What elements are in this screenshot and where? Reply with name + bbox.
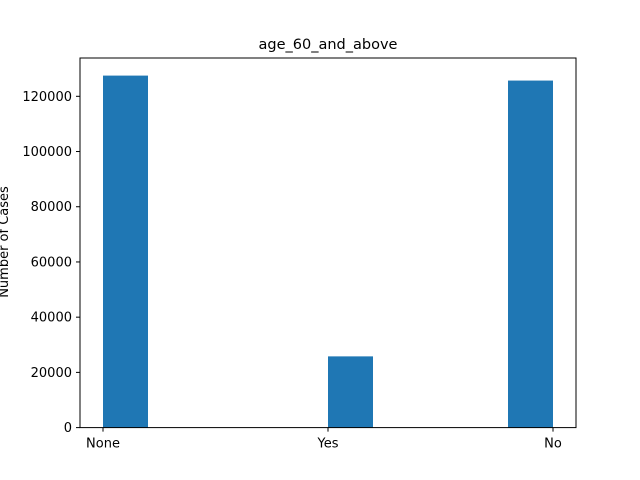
x-tick-label-yes: Yes <box>317 437 339 452</box>
y-tick-label: 40000 <box>31 311 72 326</box>
y-tick-label: 100000 <box>22 145 72 160</box>
y-tick-label: 60000 <box>31 255 72 270</box>
chart-title: age_60_and_above <box>259 37 398 53</box>
x-axis-ticks: None Yes No <box>86 427 562 452</box>
y-axis-ticks: 0 20000 40000 60000 80000 100000 120000 <box>22 90 80 436</box>
bar-none <box>103 75 148 428</box>
y-tick-label: 80000 <box>31 200 72 215</box>
bar-yes <box>328 356 373 428</box>
y-tick-label: 20000 <box>31 366 72 381</box>
plot-area-frame <box>79 57 577 429</box>
y-axis-title: Number of Cases <box>0 186 12 298</box>
y-tick-label: 120000 <box>22 90 72 105</box>
bars-group <box>103 75 553 428</box>
y-tick-label: 0 <box>64 421 72 436</box>
bar-no <box>508 80 553 428</box>
x-tick-label-no: No <box>544 437 562 452</box>
x-tick-label-none: None <box>86 437 120 452</box>
